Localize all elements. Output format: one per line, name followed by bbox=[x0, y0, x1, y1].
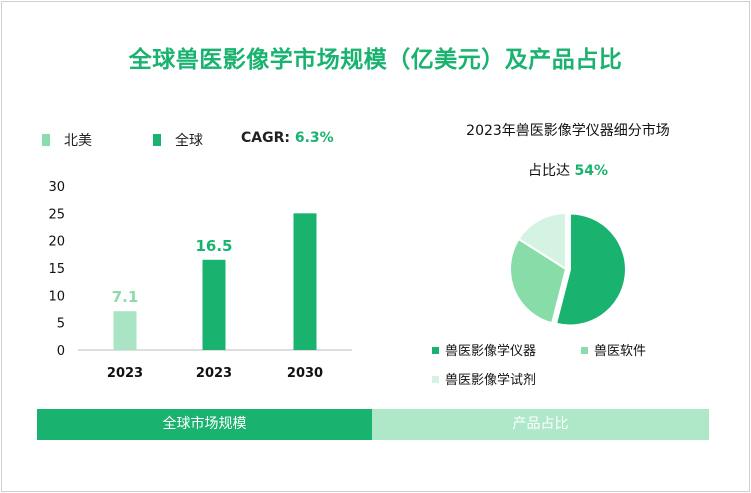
bar-1 bbox=[113, 311, 137, 350]
pie-title-label: 占比达 bbox=[528, 163, 571, 179]
cagr-value: 6.3% bbox=[294, 130, 334, 146]
bar-3 bbox=[293, 213, 317, 350]
bar-data-label: 7.1 bbox=[112, 288, 139, 306]
pie-legend-label-software: 兽医软件 bbox=[594, 344, 647, 359]
pie-title-line1: 2023年兽医影像学仪器细分市场 bbox=[466, 123, 670, 139]
legend-label-north-america: 北美 bbox=[64, 133, 92, 149]
chart-title: 全球兽医影像学市场规模（亿美元）及产品占比 bbox=[128, 47, 623, 73]
x-tick-label: 2023 bbox=[107, 366, 143, 381]
y-tick-label: 10 bbox=[48, 289, 65, 304]
bar-data-label: 16.5 bbox=[195, 237, 232, 255]
legend-swatch-north-america bbox=[42, 134, 50, 146]
footer-market-size: 全球市场规模 bbox=[37, 409, 372, 440]
pie-slice-3 bbox=[517, 211, 567, 271]
pie-legend-swatch-reagents bbox=[432, 376, 439, 383]
cagr-label: CAGR: bbox=[241, 130, 290, 146]
pie-legend-label-instruments: 兽医影像学仪器 bbox=[445, 344, 537, 359]
pie-legend-label-reagents: 兽医影像学试剂 bbox=[445, 373, 537, 388]
legend-item-north-america: 北美 bbox=[42, 130, 92, 150]
pie-title-value: 54% bbox=[574, 163, 608, 179]
cagr-text: CAGR: 6.3% bbox=[241, 130, 334, 146]
pie-legend-item-instruments: 兽医影像学仪器 bbox=[432, 340, 536, 359]
x-tick-label: 2030 bbox=[287, 366, 323, 381]
legend-swatch-global bbox=[153, 134, 161, 146]
y-tick-label: 0 bbox=[57, 344, 65, 359]
pie-slice-1 bbox=[554, 212, 627, 327]
y-tick-label: 5 bbox=[57, 317, 65, 332]
pie-slice-2 bbox=[509, 237, 568, 325]
x-tick-label: 2023 bbox=[196, 366, 232, 381]
pie-legend-swatch-software bbox=[581, 347, 588, 354]
legend-label-global: 全球 bbox=[175, 133, 203, 149]
y-tick-label: 30 bbox=[48, 180, 65, 195]
y-tick-label: 15 bbox=[48, 262, 65, 277]
y-tick-label: 25 bbox=[48, 207, 65, 222]
bar-2 bbox=[202, 259, 226, 350]
legend-item-global: 全球 bbox=[153, 130, 203, 150]
pie-legend-item-reagents: 兽医影像学试剂 bbox=[432, 369, 536, 388]
pie-title-line2: 占比达 54% bbox=[418, 160, 718, 180]
pie-legend-item-software: 兽医软件 bbox=[581, 340, 646, 359]
pie-legend-swatch-instruments bbox=[432, 347, 439, 354]
y-tick-label: 20 bbox=[48, 235, 65, 250]
footer-product-share: 产品占比 bbox=[372, 409, 709, 440]
